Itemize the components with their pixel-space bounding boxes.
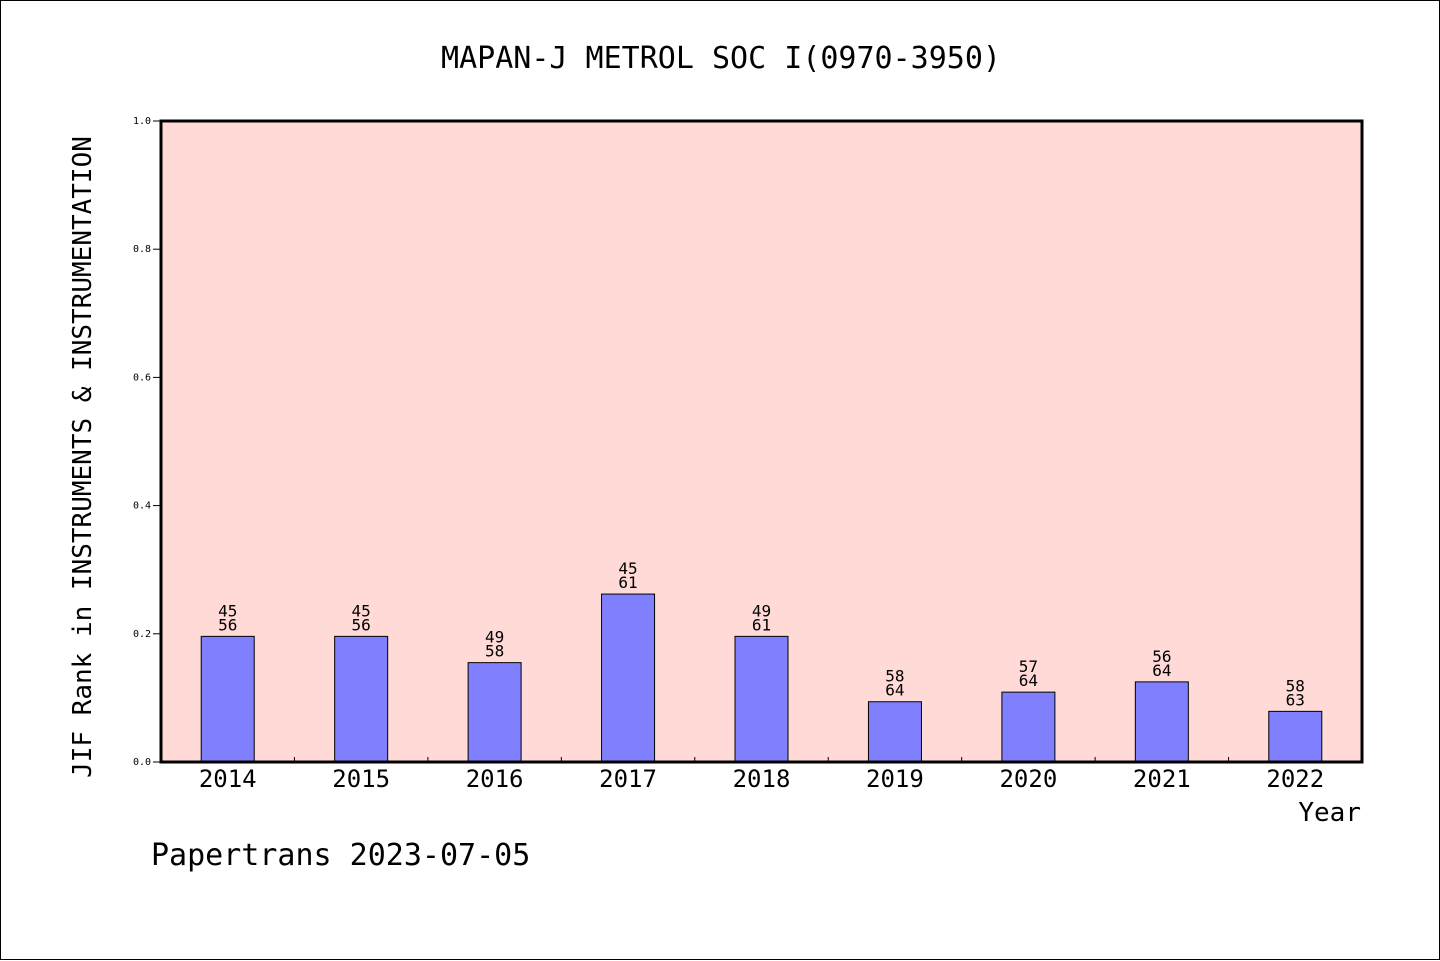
bar-label-top-2019: 58: [885, 667, 904, 686]
bar-label-top-2020: 57: [1019, 657, 1038, 676]
bar-2015: [334, 635, 389, 763]
bar-label-bottom-2021: 64: [1152, 661, 1171, 680]
plot-border: [159, 119, 1364, 764]
bar-label-bottom-2018: 61: [752, 615, 771, 634]
footer-text: Papertrans 2023-07-05: [151, 838, 530, 873]
bar-label-bottom-2019: 64: [885, 681, 904, 700]
x-axis: 2014 2015 2016 2017 2018 2019 2020 2021 2022: [199, 757, 1324, 793]
y-axis: 0.0 0.2 0.4 0.6 0.8 1.0: [133, 116, 161, 768]
x-tick-label-2016: 2016: [466, 765, 524, 793]
bar-label-bottom-2014: 56: [218, 615, 237, 634]
x-tick-label-2014: 2014: [199, 765, 257, 793]
bar-label-bottom-2017: 61: [618, 573, 637, 592]
bar-2016: [467, 662, 522, 763]
bar-label-bottom-2022: 63: [1286, 690, 1305, 709]
bar-2022: [1268, 710, 1323, 763]
y-axis-label: JIF Rank in INSTRUMENTS & INSTRUMENTATIO…: [68, 136, 98, 778]
bar-2020: [1001, 691, 1056, 763]
bar-label-top-2018: 49: [752, 601, 771, 620]
bar-2021: [1134, 681, 1189, 763]
x-tick-label-2022: 2022: [1266, 765, 1324, 793]
bar-label-bottom-2020: 64: [1019, 671, 1038, 690]
bar-2017: [601, 593, 656, 763]
bars-layer: [200, 593, 1323, 763]
bar-label-bottom-2015: 56: [352, 615, 371, 634]
y-tick-label-0: 0.0: [133, 757, 151, 768]
bar-2019: [867, 701, 922, 763]
y-tick-label-4: 0.8: [133, 244, 151, 255]
y-tick-label-2: 0.4: [133, 501, 151, 512]
x-tick-label-2021: 2021: [1133, 765, 1191, 793]
bar-2014: [200, 635, 255, 763]
x-axis-label: Year: [1298, 798, 1361, 828]
bar-label-top-2022: 58: [1286, 676, 1305, 695]
bar-label-top-2017: 45: [618, 559, 637, 578]
bar-2018: [734, 635, 789, 763]
x-tick-label-2019: 2019: [866, 765, 924, 793]
bar-label-top-2021: 56: [1152, 647, 1171, 666]
y-tick-label-3: 0.6: [133, 372, 151, 383]
chart-title: MAPAN-J METROL SOC I(0970-3950): [441, 41, 1001, 76]
bar-label-bottom-2016: 58: [485, 642, 504, 661]
bar-label-top-2016: 49: [485, 628, 504, 647]
bar-label-top-2014: 45: [218, 601, 237, 620]
x-tick-label-2020: 2020: [999, 765, 1057, 793]
bar-label-top-2015: 45: [352, 601, 371, 620]
x-tick-label-2018: 2018: [733, 765, 791, 793]
y-tick-label-5: 1.0: [133, 116, 151, 127]
y-tick-label-1: 0.2: [133, 629, 151, 640]
x-tick-label-2015: 2015: [332, 765, 390, 793]
x-tick-label-2017: 2017: [599, 765, 657, 793]
